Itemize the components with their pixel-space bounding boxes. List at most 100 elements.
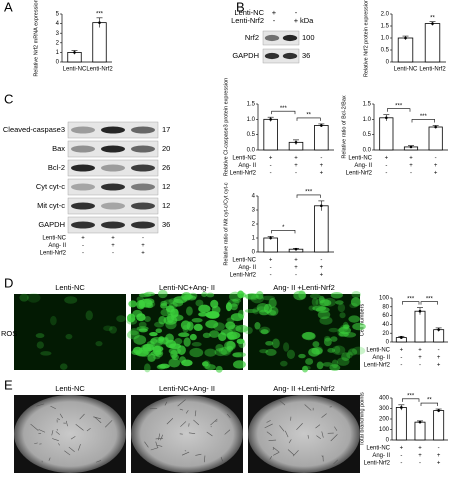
cell <box>185 306 193 316</box>
condition-sign: + <box>320 273 324 279</box>
cell <box>59 363 68 370</box>
blot-band <box>282 52 298 60</box>
condition-label: Lenti-NC <box>348 156 372 162</box>
cell <box>193 323 203 332</box>
cell <box>227 298 240 307</box>
cell <box>35 333 45 339</box>
band-kda: 17 <box>162 125 170 134</box>
cell <box>308 305 315 311</box>
cell <box>209 330 220 338</box>
condition-label: Lenti-Nrf2 <box>346 171 373 177</box>
condition-sign: + <box>437 461 441 467</box>
y-tick-label: 1.5 <box>363 102 372 108</box>
cell <box>309 293 321 299</box>
cell <box>260 329 269 335</box>
y-tick-label: 4 <box>56 21 60 27</box>
image-title: Ang- II +Lenti-Nrf2 <box>273 384 335 393</box>
cell <box>136 326 149 331</box>
cell <box>133 334 147 345</box>
cell <box>139 298 153 308</box>
y-tick-label: 300 <box>379 406 390 412</box>
cell <box>65 333 73 340</box>
point <box>320 124 323 127</box>
band-label: Nrf2 <box>245 33 259 42</box>
y-tick-label: 40 <box>382 322 389 328</box>
cell <box>165 320 177 330</box>
condition-label: Lenti-Nrf2 <box>230 273 257 279</box>
condition-sign: + <box>141 251 145 257</box>
cell <box>254 322 261 330</box>
blot-band <box>71 126 95 134</box>
significance: *** <box>420 114 428 120</box>
cell <box>331 345 346 356</box>
cell <box>315 297 330 307</box>
cell <box>202 332 211 339</box>
y-tick-label: 3 <box>252 208 256 214</box>
band-kda: 26 <box>162 163 170 172</box>
bracket <box>271 230 296 234</box>
condition-sign: + <box>81 236 85 242</box>
condition-sign: + <box>320 171 324 177</box>
cell <box>293 290 307 301</box>
condition-sign: + <box>272 8 277 17</box>
cell <box>189 347 204 358</box>
y-tick-label: 1 <box>252 236 256 242</box>
cell <box>351 290 361 299</box>
bracket <box>402 301 420 305</box>
cell <box>204 348 217 357</box>
cell <box>265 340 274 346</box>
point <box>294 247 298 251</box>
cell <box>259 349 269 354</box>
blot-band <box>71 221 95 229</box>
cell <box>172 298 184 307</box>
bracket <box>296 194 321 198</box>
y-tick-label: 60 <box>382 313 389 319</box>
cell <box>26 292 41 303</box>
cell <box>138 293 152 298</box>
cell <box>338 331 349 337</box>
blot-band <box>101 183 125 191</box>
cell <box>152 345 164 353</box>
cell <box>178 332 190 337</box>
tube <box>264 400 339 465</box>
cell <box>142 300 156 309</box>
condition-sign: + <box>409 163 413 169</box>
blot-background <box>262 30 300 46</box>
condition-sign: - <box>320 258 322 264</box>
y-tick-label: 1 <box>56 50 60 56</box>
condition-sign: - <box>270 163 272 169</box>
bar <box>424 23 441 63</box>
blot-background <box>67 197 159 215</box>
point <box>437 409 440 412</box>
bar <box>414 421 426 441</box>
cell <box>181 292 192 301</box>
significance: ** <box>427 398 432 404</box>
cell <box>272 338 280 349</box>
cell <box>191 317 203 323</box>
bar <box>433 410 445 441</box>
cell <box>224 340 236 351</box>
condition-sign: - <box>295 8 298 17</box>
y-tick-label: 0.0 <box>363 148 372 154</box>
band-kda: 100 <box>302 33 315 42</box>
x-tick-label: Lenti-Nrf2 <box>86 67 113 73</box>
cell <box>331 359 339 369</box>
condition-label: Lenti-NC <box>232 258 256 264</box>
condition-sign: + <box>141 243 145 249</box>
significance: *** <box>407 296 415 302</box>
cell <box>316 361 324 370</box>
y-tick-label: 0 <box>252 250 256 256</box>
cell <box>302 331 316 341</box>
condition-sign: - <box>385 171 387 177</box>
band-kda: 12 <box>162 201 170 210</box>
y-tick-label: 80 <box>382 304 389 310</box>
cell <box>143 363 151 373</box>
bracket <box>271 110 296 115</box>
cell <box>156 339 164 344</box>
condition-sign: - <box>82 243 84 249</box>
y-tick-label: 0.5 <box>381 48 390 54</box>
y-tick-label: 200 <box>379 417 390 423</box>
cell <box>40 351 52 356</box>
cell <box>131 349 142 356</box>
